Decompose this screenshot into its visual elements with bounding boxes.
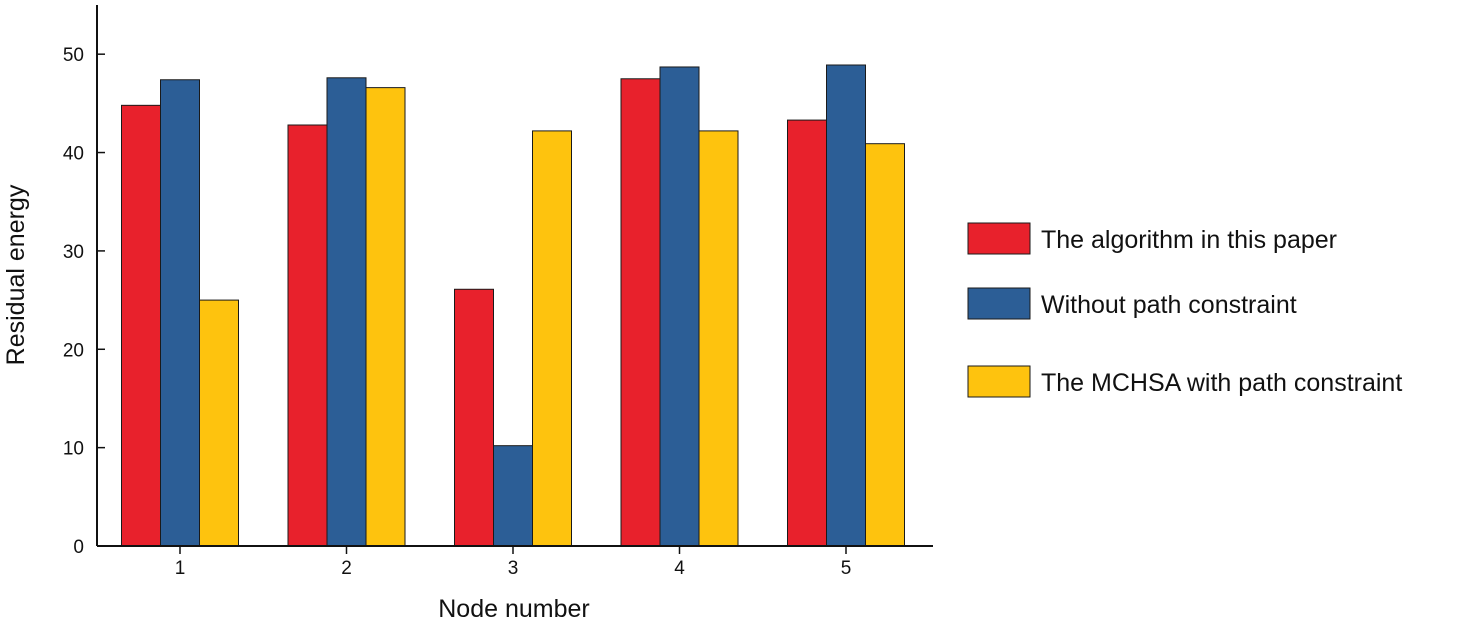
x-tick-label: 2 bbox=[341, 558, 352, 579]
y-ticks-group: 0 10 20 30 40 50 bbox=[63, 45, 105, 558]
x-tick-label: 3 bbox=[508, 558, 519, 579]
y-axis-title: Residual energy bbox=[2, 184, 30, 365]
bar-node-5-series-2 bbox=[826, 64, 866, 547]
bar-node-3-series-3 bbox=[532, 130, 572, 547]
bar-node-1-series-3 bbox=[199, 299, 239, 547]
bar-node-4-series-1 bbox=[620, 78, 661, 547]
y-tick-label: 50 bbox=[63, 45, 84, 66]
x-tick-label: 1 bbox=[175, 558, 186, 579]
bar-node-3-series-2 bbox=[493, 445, 533, 547]
y-tick-label: 10 bbox=[63, 439, 84, 460]
legend-label-3: The MCHSA with path constraint bbox=[1041, 369, 1402, 397]
bar-node-5-series-3 bbox=[865, 143, 905, 547]
bar-node-1-series-1 bbox=[121, 104, 161, 547]
bar-node-2-series-3 bbox=[365, 87, 406, 547]
legend-swatch-1 bbox=[967, 222, 1031, 255]
bar-node-2-series-2 bbox=[326, 77, 367, 547]
y-tick-label: 40 bbox=[63, 144, 84, 165]
y-tick-label: 30 bbox=[63, 242, 84, 263]
bar-node-3-series-1 bbox=[454, 288, 494, 547]
axes-group bbox=[96, 5, 933, 547]
legend-label-2: Without path constraint bbox=[1041, 291, 1297, 319]
x-tick-label: 5 bbox=[841, 558, 852, 579]
bar-node-1-series-2 bbox=[160, 79, 200, 547]
bars-group bbox=[121, 64, 905, 547]
x-tick-label: 4 bbox=[674, 558, 685, 579]
bar-node-2-series-1 bbox=[287, 124, 328, 547]
x-ticks-group: 1 2 3 4 5 bbox=[175, 546, 852, 579]
bar-node-5-series-1 bbox=[787, 119, 827, 547]
legend: The algorithm in this paper Without path … bbox=[967, 222, 1402, 398]
legend-swatch-3 bbox=[967, 365, 1031, 398]
x-axis-title: Node number bbox=[438, 595, 589, 623]
y-tick-label: 20 bbox=[63, 340, 84, 361]
y-tick-label: 0 bbox=[73, 537, 84, 558]
legend-swatch-2 bbox=[967, 287, 1031, 320]
bar-node-4-series-2 bbox=[659, 66, 700, 547]
legend-label-1: The algorithm in this paper bbox=[1041, 226, 1337, 254]
bar-node-4-series-3 bbox=[698, 130, 739, 547]
